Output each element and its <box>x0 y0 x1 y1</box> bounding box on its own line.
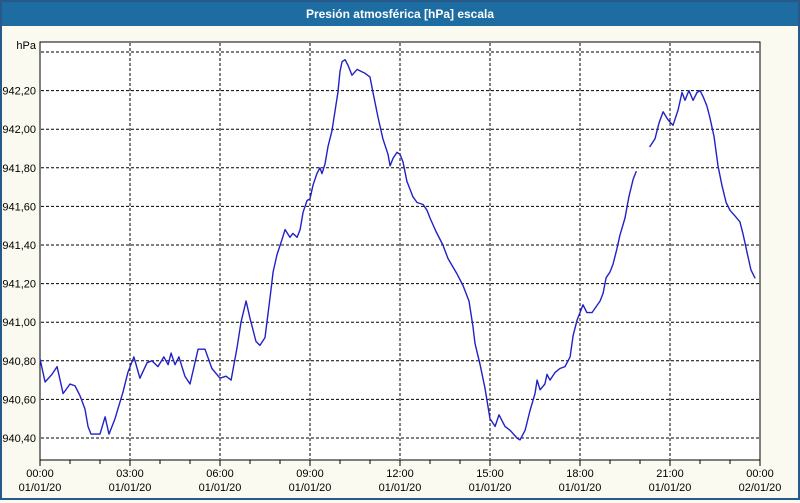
x-tick-time: 00:00 <box>746 468 774 480</box>
x-tick-date: 01/01/20 <box>469 482 512 494</box>
y-tick-label: 941,80 <box>2 163 36 175</box>
x-tick-time: 06:00 <box>206 468 234 480</box>
x-tick-date: 01/01/20 <box>559 482 602 494</box>
pressure-series-segment <box>649 89 756 279</box>
x-tick-time: 00:00 <box>26 468 54 480</box>
pressure-line-chart: 942,20 942,00 941,80 941,60 941,40 941,20 941,… <box>2 40 782 494</box>
x-tick-time: 18:00 <box>566 468 594 480</box>
y-tick-label: 940,40 <box>2 433 36 445</box>
y-tick-label: 940,80 <box>2 356 36 368</box>
x-tick-time: 15:00 <box>476 468 504 480</box>
y-tick-label: 940,60 <box>2 394 36 406</box>
y-tick-label: 941,20 <box>2 279 36 291</box>
x-tick-date: 01/01/20 <box>379 482 422 494</box>
chart-area: 942,20 942,00 941,80 941,60 941,40 941,20 941,… <box>2 26 798 498</box>
x-tick-time: 12:00 <box>386 468 414 480</box>
y-tick-label: 942,20 <box>2 86 36 98</box>
x-tick-date: 01/01/20 <box>649 482 692 494</box>
y-tick-label: 941,60 <box>2 201 36 213</box>
x-tick-date: 01/01/20 <box>199 482 242 494</box>
x-tick-date: 01/01/20 <box>19 482 62 494</box>
y-tick-label: 942,00 <box>2 124 36 136</box>
x-tick-time: 09:00 <box>296 468 324 480</box>
pressure-series-segment <box>39 59 637 441</box>
x-tick-date: 02/01/20 <box>739 482 782 494</box>
chart-title-bar: Presión atmosférica [hPa] escala <box>2 2 798 26</box>
x-tick-date: 01/01/20 <box>109 482 152 494</box>
y-tick-label: 941,00 <box>2 317 36 329</box>
x-tick-date: 01/01/20 <box>289 482 332 494</box>
x-tick-time: 21:00 <box>656 468 684 480</box>
y-axis-unit-label: hPa <box>16 40 36 52</box>
y-tick-label: 941,40 <box>2 240 36 252</box>
x-tick-time: 03:00 <box>116 468 144 480</box>
chart-title: Presión atmosférica [hPa] escala <box>305 7 495 21</box>
